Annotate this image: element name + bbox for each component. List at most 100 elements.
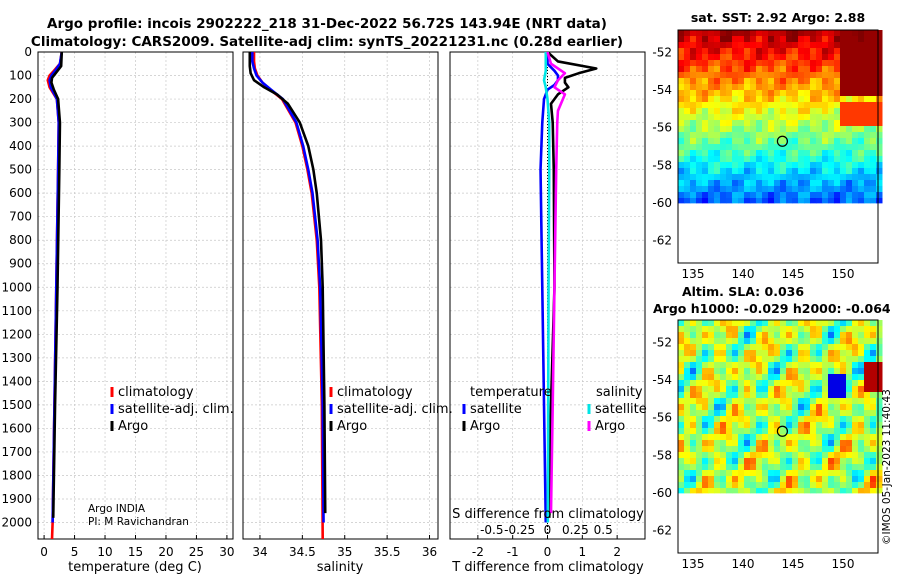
map-cell [708, 120, 715, 127]
map-cell [720, 452, 727, 459]
map-cell [828, 48, 835, 55]
x-tick-label: 15 [128, 545, 143, 559]
map-cell [696, 102, 703, 109]
map-cell [702, 54, 709, 61]
map-cell [792, 108, 799, 115]
map-cell [684, 356, 691, 363]
map-y-tick-label: -52 [652, 46, 672, 60]
map-cell [708, 90, 715, 97]
map-cell [810, 174, 817, 181]
map-cell [870, 60, 877, 67]
map-cell [780, 338, 787, 345]
map-cell [768, 332, 775, 339]
map-cell [738, 138, 745, 145]
map-cell [852, 192, 859, 199]
map-cell [768, 150, 775, 157]
map-cell [774, 42, 781, 49]
map-cell [858, 162, 865, 169]
map-cell [786, 452, 793, 459]
map-cell [822, 90, 829, 97]
map-cell [786, 398, 793, 405]
map-cell [834, 380, 841, 387]
map-cell [870, 338, 877, 345]
map-cell [846, 54, 853, 61]
map-cell [804, 96, 811, 103]
map-cell [822, 416, 829, 423]
map-cell [858, 428, 865, 435]
map-cell [714, 410, 721, 417]
map-cell [786, 150, 793, 157]
sst-field [678, 30, 883, 204]
map-cell [780, 356, 787, 363]
figure-title-line2: Climatology: CARS2009. Satellite-adj cli… [31, 34, 623, 50]
x-tick-label: 0 [544, 545, 552, 559]
map-cell [738, 162, 745, 169]
map-cell [744, 350, 751, 357]
map-cell [780, 344, 787, 351]
map-cell [864, 174, 871, 181]
map-cell [828, 380, 835, 387]
map-cell [804, 392, 811, 399]
map-cell [708, 78, 715, 85]
map-cell [876, 326, 883, 333]
map-cell [858, 398, 865, 405]
map-cell [840, 362, 847, 369]
map-cell [678, 48, 685, 55]
map-cell [738, 440, 745, 447]
map-cell [684, 464, 691, 471]
map-cell [780, 48, 787, 55]
map-cell [684, 144, 691, 151]
map-cell [774, 90, 781, 97]
map-cell [810, 78, 817, 85]
map-cell [798, 398, 805, 405]
map-cell [828, 102, 835, 109]
map-cell [870, 174, 877, 181]
map-cell [732, 332, 739, 339]
map-cell [798, 30, 805, 37]
map-cell [714, 180, 721, 187]
map-cell [810, 60, 817, 67]
map-cell [876, 362, 883, 369]
map-cell [810, 458, 817, 465]
map-cell [762, 150, 769, 157]
map-cell [858, 138, 865, 145]
y-tick-label: 1500 [1, 398, 32, 412]
map-cell [858, 198, 865, 204]
map-cell [768, 120, 775, 127]
map-cell [828, 446, 835, 453]
map-cell [702, 180, 709, 187]
map-cell [870, 180, 877, 187]
map-cell [714, 72, 721, 79]
map-cell [798, 186, 805, 193]
map-cell [870, 150, 877, 157]
map-cell [702, 410, 709, 417]
map-cell [786, 36, 793, 43]
difference-lines [539, 52, 598, 523]
map-cell [864, 338, 871, 345]
map-cell [870, 416, 877, 423]
map-cell [810, 320, 817, 327]
map-cell [720, 404, 727, 411]
map-cell [798, 126, 805, 133]
sla-map: Altim. SLA: 0.036 Argo h1000: -0.029 h20… [652, 284, 891, 571]
map-cell [750, 162, 757, 169]
map-cell [798, 90, 805, 97]
map-cell [738, 458, 745, 465]
map-cell [804, 42, 811, 49]
map-cell [864, 332, 871, 339]
map-cell [678, 428, 685, 435]
map-cell [696, 362, 703, 369]
map-cell [720, 78, 727, 85]
map-cell [834, 446, 841, 453]
map-cell [702, 108, 709, 115]
map-cell [684, 48, 691, 55]
map-cell [810, 410, 817, 417]
map-cell [780, 150, 787, 157]
map-cell [816, 332, 823, 339]
map-cell [804, 476, 811, 483]
map-cell [798, 66, 805, 73]
map-cell [852, 380, 859, 387]
map-cell [744, 416, 751, 423]
map-cell [726, 350, 733, 357]
map-cell [804, 338, 811, 345]
